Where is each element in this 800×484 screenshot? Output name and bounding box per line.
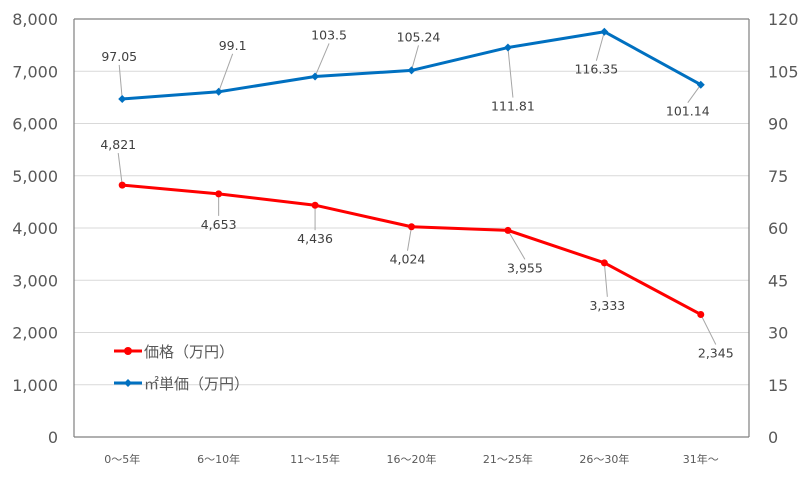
price-data-label: 3,955 [507, 260, 543, 275]
unit-price-data-label: 97.05 [101, 49, 137, 64]
unit-price-point [600, 27, 609, 36]
leader-line [118, 64, 123, 99]
leader-line [407, 226, 412, 251]
leader-line [507, 230, 526, 260]
unit-price-data-label: 99.1 [219, 38, 247, 53]
price-point [504, 226, 512, 234]
unit-price-point [696, 80, 705, 89]
x-tick-label: 11～15年 [290, 452, 340, 466]
unit-price-point [311, 72, 320, 81]
x-tick-label: 0～5年 [104, 452, 140, 466]
unit-price-data-label: 103.5 [311, 27, 347, 42]
leader-line [700, 314, 717, 345]
leader-line [595, 31, 605, 61]
y-right-tick-label: 105 [768, 62, 799, 81]
unit-price-point [214, 87, 223, 96]
y-right-tick-label: 45 [768, 271, 788, 290]
y-left-tick-label: 7,000 [12, 62, 58, 81]
unit-price-data-label: 116.35 [574, 62, 618, 77]
unit-price-data-label: 101.14 [666, 104, 710, 119]
price-data-label: 4,024 [390, 252, 426, 267]
leader-line [314, 43, 330, 77]
x-tick-label: 6～10年 [197, 452, 240, 466]
y-right-tick-label: 120 [768, 10, 799, 29]
y-right-tick-label: 0 [768, 428, 778, 447]
unit-price-point [407, 66, 416, 75]
y-left-tick-label: 1,000 [12, 376, 58, 395]
y-right-tick-label: 15 [768, 376, 788, 395]
price-point [600, 259, 608, 267]
price-legend-marker [124, 347, 132, 355]
y-left-tick-label: 4,000 [12, 219, 58, 238]
unit-price-legend-marker [124, 379, 132, 387]
leader-line [507, 47, 514, 98]
unit-price-data-label: 111.81 [491, 99, 535, 114]
y-left-tick-label: 2,000 [12, 324, 58, 343]
unit-price-legend-label: ㎡単価（万円） [144, 375, 249, 393]
y-left-tick-label: 6,000 [12, 115, 58, 134]
price-data-label: 4,821 [100, 137, 136, 152]
x-tick-label: 21～25年 [483, 452, 533, 466]
price-point [118, 181, 126, 189]
price-point [311, 201, 319, 209]
leader-line [218, 53, 234, 92]
x-tick-label: 26～30年 [579, 452, 629, 466]
y-left-tick-label: 8,000 [12, 10, 58, 29]
price-data-label: 4,653 [201, 217, 237, 232]
y-right-tick-label: 60 [768, 219, 788, 238]
y-right-tick-label: 90 [768, 115, 788, 134]
price-point [215, 190, 223, 198]
y-right-tick-label: 75 [768, 167, 788, 186]
leader-line [411, 45, 419, 71]
leader-line [687, 84, 702, 103]
unit-price-data-label: 105.24 [397, 29, 441, 44]
price-data-label: 3,333 [589, 298, 625, 313]
x-tick-label: 16～20年 [387, 452, 437, 466]
y-left-tick-label: 5,000 [12, 167, 58, 186]
price-line [122, 183, 702, 316]
price-point [408, 223, 415, 231]
leader-line [603, 262, 608, 297]
unit-price-point [503, 43, 512, 52]
leader-line [117, 153, 123, 186]
x-tick-label: 31年～ [683, 452, 719, 466]
y-left-tick-label: 3,000 [12, 271, 58, 290]
price-data-label: 4,436 [297, 231, 333, 246]
price-point [697, 310, 705, 318]
price-legend-label: 価格（万円） [144, 343, 234, 361]
unit-price-point [118, 94, 127, 103]
price-data-label: 2,345 [698, 345, 734, 360]
y-right-tick-label: 30 [768, 324, 788, 343]
y-left-tick-label: 0 [48, 428, 58, 447]
